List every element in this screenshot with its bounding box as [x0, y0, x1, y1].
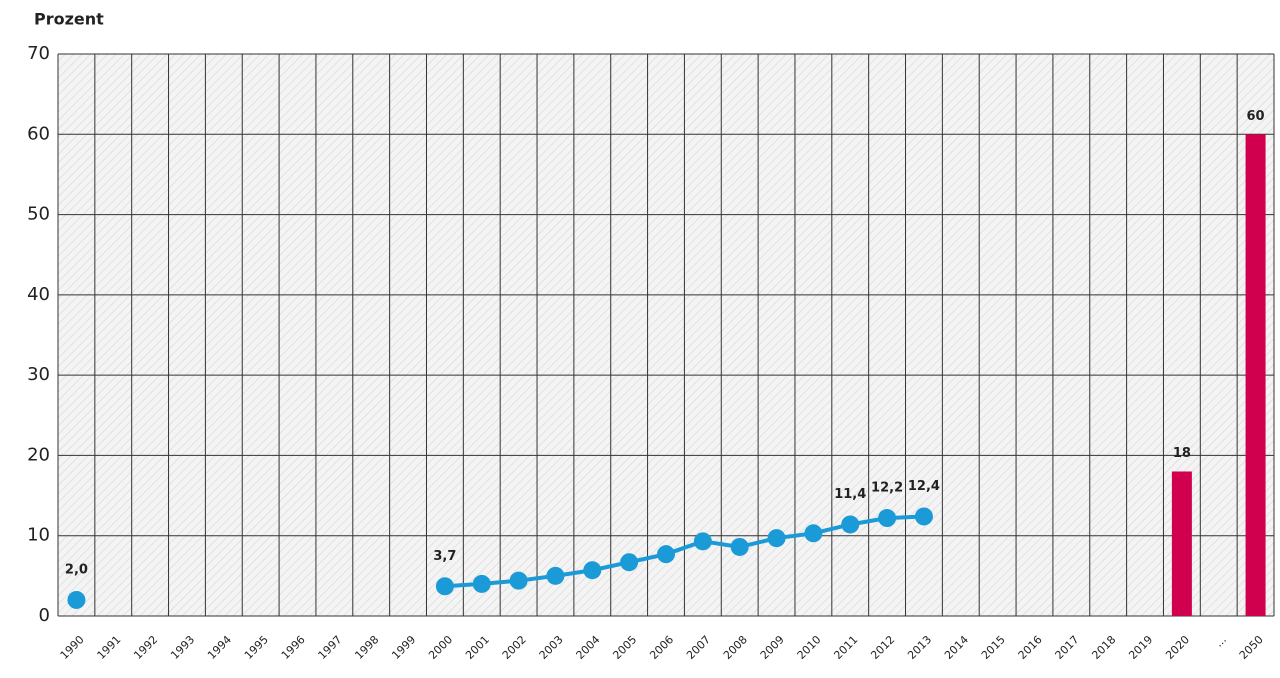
point [804, 524, 823, 543]
x-tick-label: 1990 [58, 633, 87, 662]
x-tick-label: 1995 [242, 633, 271, 662]
point [914, 507, 933, 526]
data-label: 60 [1247, 109, 1265, 124]
x-tick-label: 2009 [758, 633, 787, 662]
point [509, 571, 528, 590]
point [546, 566, 565, 585]
x-tick-label: 2005 [610, 633, 639, 662]
y-tick-label: 30 [27, 364, 50, 385]
x-tick-label: 2015 [979, 633, 1008, 662]
point [620, 553, 639, 572]
point [472, 574, 491, 593]
data-label: 18 [1173, 446, 1191, 461]
x-tick-label: 1992 [131, 633, 160, 662]
x-tick-label: 2010 [795, 633, 824, 662]
x-tick-label: 2013 [905, 633, 934, 662]
bar [1171, 471, 1192, 616]
x-tick-label: 1991 [95, 633, 124, 662]
point [878, 509, 897, 528]
y-tick-label: 50 [27, 204, 50, 225]
x-tick-label: 2011 [831, 633, 860, 662]
x-tick-label: 1997 [316, 633, 345, 662]
data-label: 3,7 [433, 549, 456, 564]
point [841, 515, 860, 534]
x-tick-label: 1993 [168, 633, 197, 662]
x-tick-label: 2019 [1126, 633, 1155, 662]
point [693, 532, 712, 551]
x-tick-label: 2003 [537, 633, 566, 662]
point [435, 577, 454, 596]
y-tick-label: 70 [27, 43, 50, 64]
point [583, 561, 602, 580]
data-label: 2,0 [65, 562, 88, 577]
data-label: 12,2 [871, 481, 903, 496]
data-label: 12,4 [908, 479, 940, 494]
x-tick-label: ... [1212, 633, 1229, 650]
x-tick-label: 2002 [500, 633, 529, 662]
x-tick-label: 2016 [1016, 633, 1045, 662]
point [657, 545, 675, 564]
y-tick-label: 10 [27, 525, 50, 546]
point [730, 537, 749, 556]
y-tick-label: 40 [27, 284, 50, 305]
x-tick-label: 2008 [721, 633, 750, 662]
y-axis-label: Prozent [34, 10, 104, 29]
bar [1245, 134, 1266, 617]
x-tick-label: 2004 [574, 633, 603, 662]
y-tick-label: 60 [27, 123, 50, 144]
x-tick-label: 2001 [463, 633, 492, 662]
plot-area [58, 54, 1274, 616]
x-tick-label: 2014 [942, 633, 971, 662]
x-tick-label: 1998 [352, 633, 381, 662]
x-tick-label: 1994 [205, 633, 234, 662]
x-tick-label: 2012 [868, 633, 897, 662]
x-tick-label: 2000 [426, 633, 455, 662]
x-tick-label: 2050 [1237, 633, 1266, 662]
y-tick-label: 20 [27, 444, 50, 465]
data-label: 11,4 [834, 487, 866, 502]
y-tick-label: 0 [39, 605, 50, 626]
point [67, 590, 86, 609]
x-tick-label: 2020 [1163, 633, 1192, 662]
x-tick-label: 2006 [647, 633, 676, 662]
x-tick-label: 2017 [1053, 633, 1082, 662]
x-tick-label: 1999 [389, 633, 418, 662]
x-tick-label: 2007 [684, 633, 713, 662]
point [767, 529, 786, 548]
x-tick-label: 1996 [279, 633, 308, 662]
x-tick-label: 2018 [1089, 633, 1118, 662]
